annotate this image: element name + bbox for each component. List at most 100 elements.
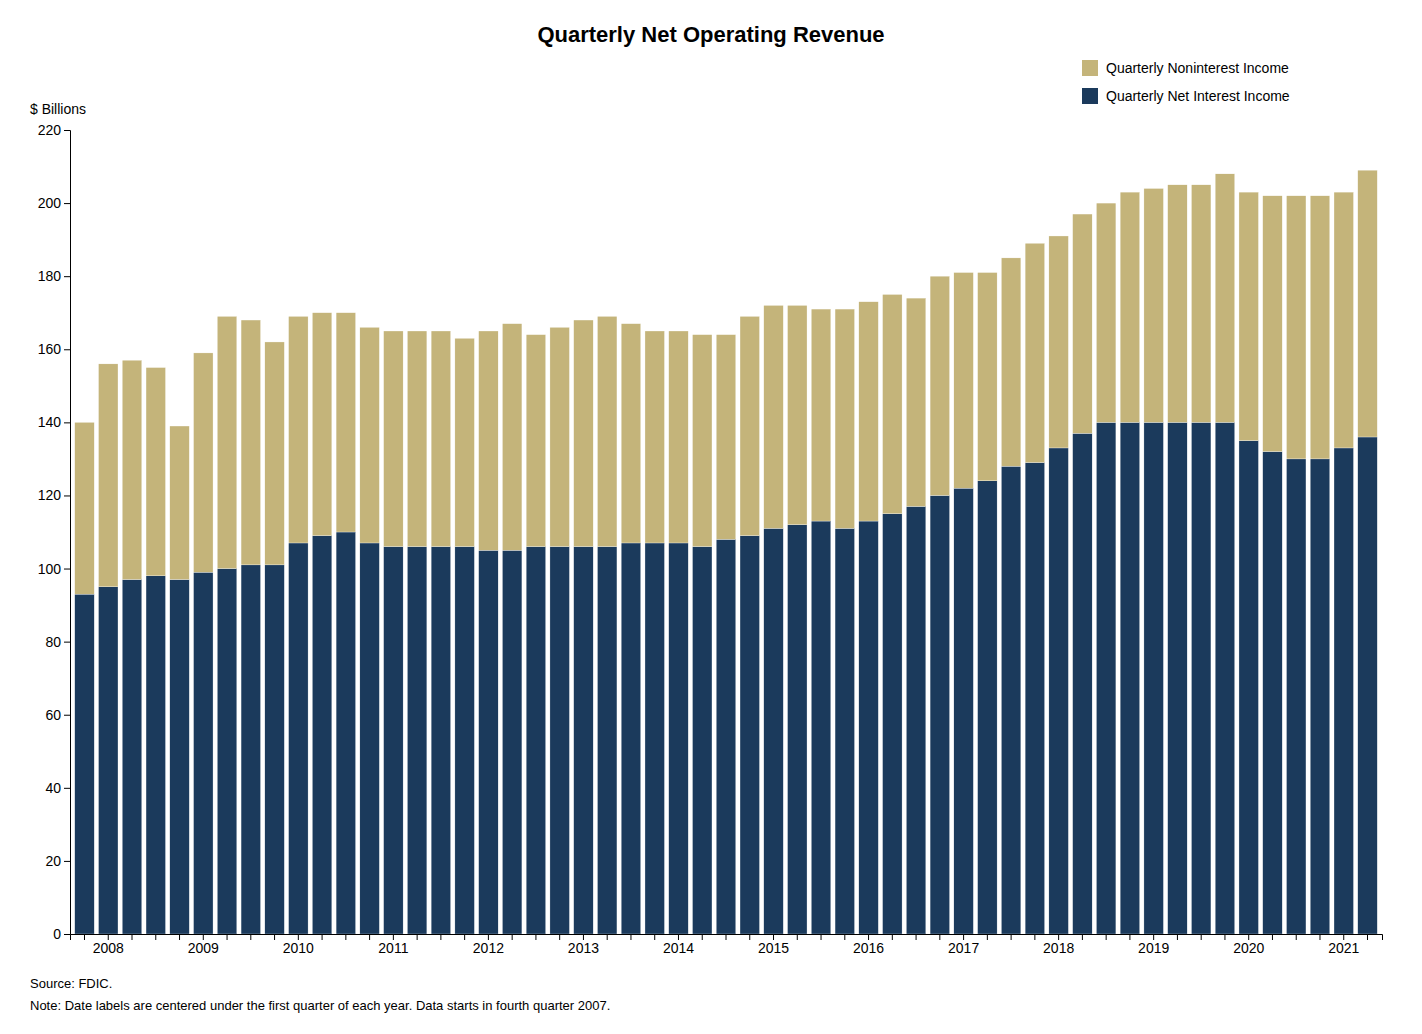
bar [1191, 422, 1210, 934]
bars [75, 170, 1377, 934]
bar [360, 327, 379, 543]
bar [1049, 236, 1068, 448]
bar [455, 547, 474, 934]
plot: 2008200920102011201220132014201520162017… [38, 122, 1383, 956]
bar [669, 331, 688, 543]
legend-item: Quarterly Noninterest Income [1082, 60, 1289, 76]
tick-mark [1272, 934, 1273, 940]
tick-label: 2018 [1043, 940, 1074, 956]
tick-mark [916, 934, 917, 940]
bar [1073, 433, 1092, 934]
bar [811, 521, 830, 934]
bar [811, 309, 830, 521]
bar [1025, 463, 1044, 934]
axis-line [71, 935, 1383, 941]
tick [1224, 934, 1225, 940]
tick: 2015 [758, 934, 789, 956]
bar [978, 273, 997, 481]
tick [417, 934, 418, 940]
tick: 160 [38, 341, 70, 357]
tick-mark [749, 934, 750, 940]
bar [954, 488, 973, 934]
bar [788, 305, 807, 524]
bar [1239, 441, 1258, 934]
bar [597, 547, 616, 934]
annotation: Note: Date labels are centered under the… [30, 998, 610, 1013]
tick [1034, 934, 1035, 940]
tick: 2021 [1328, 934, 1359, 956]
bar [1358, 437, 1377, 934]
bar [312, 536, 331, 934]
tick: 180 [38, 268, 70, 284]
tick-label: 2013 [568, 940, 599, 956]
tick-mark [1106, 934, 1107, 940]
tick-mark [369, 934, 370, 940]
tick-mark [440, 934, 441, 940]
bar [645, 543, 664, 934]
tick [274, 934, 275, 940]
tick-mark [630, 934, 631, 940]
tick [821, 934, 822, 940]
tick [1177, 934, 1178, 940]
legend-item: Quarterly Net Interest Income [1082, 88, 1290, 104]
tick-label: 2021 [1328, 940, 1359, 956]
tick-label: 0 [53, 926, 61, 942]
tick: 140 [38, 414, 70, 430]
bar [788, 525, 807, 934]
tick: 120 [38, 487, 70, 503]
bar-series [75, 170, 1377, 594]
bar [1310, 459, 1329, 934]
bar [336, 313, 355, 532]
tick-mark [1367, 934, 1368, 940]
tick-label: 40 [45, 780, 61, 796]
tick-mark [797, 934, 798, 940]
bar [1263, 196, 1282, 452]
tick [1367, 934, 1368, 940]
bar [75, 594, 94, 934]
bar [883, 514, 902, 934]
bar [312, 313, 331, 536]
tick-mark [535, 934, 536, 940]
tick-mark [64, 934, 70, 935]
tick [1082, 934, 1083, 940]
tick-label: 20 [45, 853, 61, 869]
tick-label: 2019 [1138, 940, 1169, 956]
tick-mark [64, 642, 70, 643]
tick-label: 2016 [853, 940, 884, 956]
x-axis: 2008200920102011201220132014201520162017… [71, 934, 1383, 956]
bar [360, 543, 379, 934]
tick-label: 2020 [1233, 940, 1264, 956]
tick-mark [1319, 934, 1320, 940]
tick-mark [1296, 934, 1297, 940]
tick: 220 [38, 122, 70, 138]
bar [1120, 422, 1139, 934]
tick: 100 [38, 561, 70, 577]
tick: 2010 [283, 934, 314, 956]
legend-swatch [1082, 60, 1098, 76]
tick-mark [1224, 934, 1225, 940]
bar [1144, 188, 1163, 422]
bar [526, 335, 545, 547]
tick [1319, 934, 1320, 940]
tick: 2009 [188, 934, 219, 956]
bar [170, 580, 189, 934]
tick-mark [1034, 934, 1035, 940]
tick-label: 200 [38, 195, 62, 211]
tick: 2017 [948, 934, 979, 956]
tick-label: 220 [38, 122, 62, 138]
legend: Quarterly Noninterest Income Quarterly Ne… [1082, 60, 1290, 104]
bar [1263, 452, 1282, 934]
tick-mark [155, 934, 156, 940]
bar [692, 335, 711, 547]
tick-mark [1011, 934, 1012, 940]
bar [883, 294, 902, 513]
bar [1358, 170, 1377, 437]
tick: 2018 [1043, 934, 1074, 956]
tick-mark [64, 495, 70, 496]
bar [716, 539, 735, 934]
bar [740, 316, 759, 535]
tick [607, 934, 608, 940]
tick-mark [64, 422, 70, 423]
legend-label: Quarterly Noninterest Income [1106, 60, 1289, 76]
bar [1310, 196, 1329, 459]
